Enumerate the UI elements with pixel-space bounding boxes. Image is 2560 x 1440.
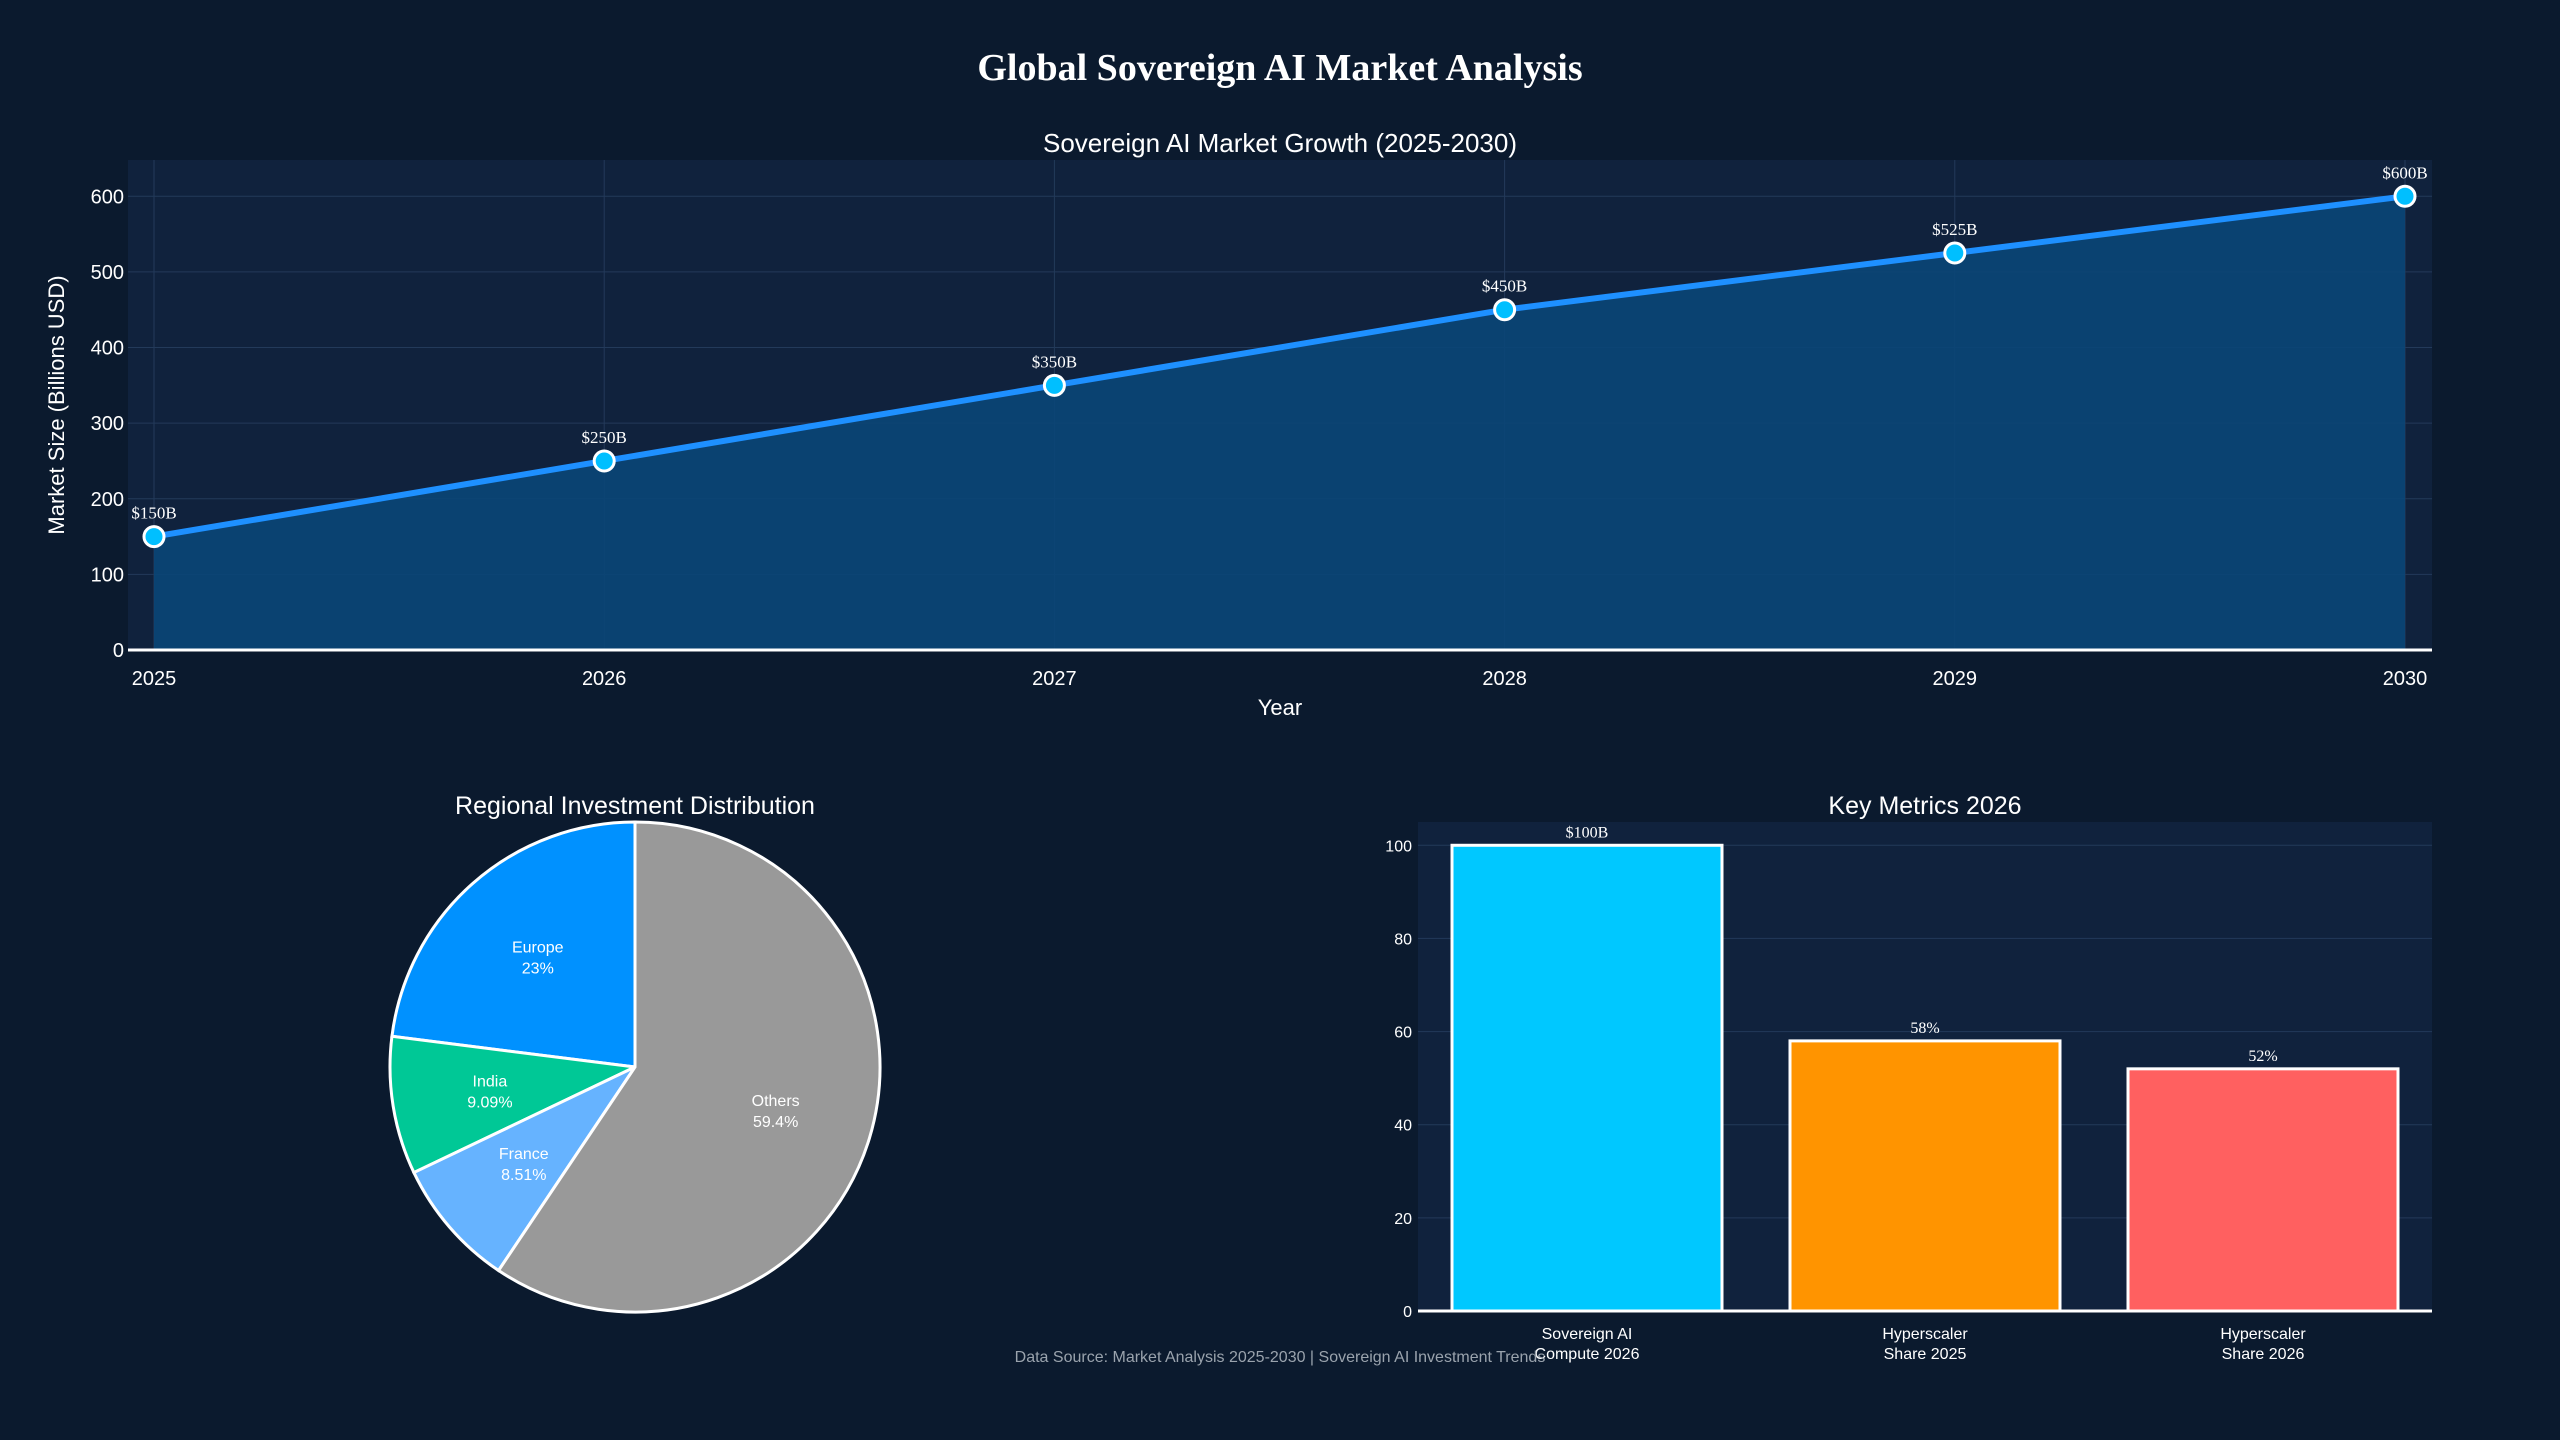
slice-label: Europe xyxy=(512,940,564,957)
x-tick-label-line: Hyperscaler xyxy=(2220,1326,2306,1343)
data-point xyxy=(1493,298,1517,322)
market-growth-chart: 0 100 200 300 400 500 600 2025 2026 2027 2028 2029 2… xyxy=(44,128,2432,720)
pie-slice xyxy=(388,1034,641,1175)
x-tick-label: 2028 xyxy=(1482,668,1527,690)
y-tick-label: 200 xyxy=(91,489,124,511)
slice-label: Others xyxy=(752,1093,800,1110)
key-metrics-chart: Key Metrics 2026 0 20 40 60 80 100 $100B Soverei… xyxy=(1385,792,2432,1363)
area-fill xyxy=(154,196,2405,650)
x-tick-label: Sovereign AI Compute 2026 xyxy=(1535,1326,1640,1363)
y-tick-label: 600 xyxy=(91,186,124,208)
x-tick-label: 2029 xyxy=(1933,668,1978,690)
pie-slice xyxy=(411,1063,640,1273)
slice-percent: 59.4% xyxy=(753,1114,798,1131)
x-tick-label-line: Share 2026 xyxy=(2222,1346,2305,1363)
x-tick-label-line: Hyperscaler xyxy=(1882,1326,1968,1343)
data-label: $525B xyxy=(1932,220,1977,239)
x-tick-label-line: Share 2025 xyxy=(1884,1346,1967,1363)
x-tick-label: Hyperscaler Share 2026 xyxy=(2220,1326,2306,1363)
bar-value-label: 52% xyxy=(2248,1048,2277,1065)
x-tick-label: 2030 xyxy=(2383,668,2428,690)
slice-label: India xyxy=(473,1073,508,1090)
bar xyxy=(1450,843,1724,1313)
y-tick-label: 80 xyxy=(1394,931,1412,948)
y-tick-label: 0 xyxy=(1403,1304,1412,1321)
data-source-footer: Data Source: Market Analysis 2025-2030 |… xyxy=(1015,1349,1546,1366)
data-label: $250B xyxy=(582,428,627,447)
data-label: $150B xyxy=(131,504,176,523)
bar xyxy=(2126,1067,2400,1313)
y-tick-label: 40 xyxy=(1394,1118,1412,1135)
x-tick-label-line: Compute 2026 xyxy=(1535,1346,1640,1363)
pie-slice xyxy=(496,820,882,1314)
y-tick-label: 20 xyxy=(1394,1211,1412,1228)
bar xyxy=(1788,1039,2062,1313)
data-point xyxy=(1943,241,1967,265)
bar-value-label: $100B xyxy=(1566,824,1609,841)
page-title: Global Sovereign AI Market Analysis xyxy=(977,47,1582,89)
x-tick-label: 2025 xyxy=(132,668,177,690)
data-point xyxy=(592,449,616,473)
y-tick-label: 500 xyxy=(91,262,124,284)
x-axis-label: Year xyxy=(1258,695,1302,720)
slice-percent: 23% xyxy=(522,961,554,978)
y-tick-label: 300 xyxy=(91,413,124,435)
data-point xyxy=(1042,373,1066,397)
x-tick-label-line: Sovereign AI xyxy=(1542,1326,1633,1343)
data-point xyxy=(2393,184,2417,208)
y-tick-label: 0 xyxy=(113,640,124,662)
chart-title: Regional Investment Distribution xyxy=(455,792,815,820)
y-axis-label: Market Size (Billions USD) xyxy=(44,275,69,534)
bar-value-label: 58% xyxy=(1910,1020,1939,1037)
x-tick-label: Hyperscaler Share 2025 xyxy=(1882,1326,1968,1363)
x-tick-label: 2026 xyxy=(582,668,627,690)
slice-percent: 8.51% xyxy=(501,1167,546,1184)
regional-distribution-chart: Regional Investment Distribution Europe 23… xyxy=(388,792,882,1314)
chart-title: Key Metrics 2026 xyxy=(1828,792,2021,820)
data-label: $350B xyxy=(1032,352,1077,371)
y-tick-label: 60 xyxy=(1394,1025,1412,1042)
chart-title: Sovereign AI Market Growth (2025-2030) xyxy=(1043,128,1517,158)
data-point xyxy=(142,525,166,549)
data-label: $450B xyxy=(1482,277,1527,296)
series-line xyxy=(153,193,2406,540)
y-tick-label: 100 xyxy=(91,564,124,586)
data-label: $600B xyxy=(2382,163,2427,182)
x-tick-label: 2027 xyxy=(1032,668,1077,690)
y-tick-label: 100 xyxy=(1385,838,1412,855)
pie-slice xyxy=(390,820,637,1069)
slice-percent: 9.09% xyxy=(467,1094,512,1111)
slice-label: France xyxy=(499,1146,549,1163)
y-tick-label: 400 xyxy=(91,338,124,360)
